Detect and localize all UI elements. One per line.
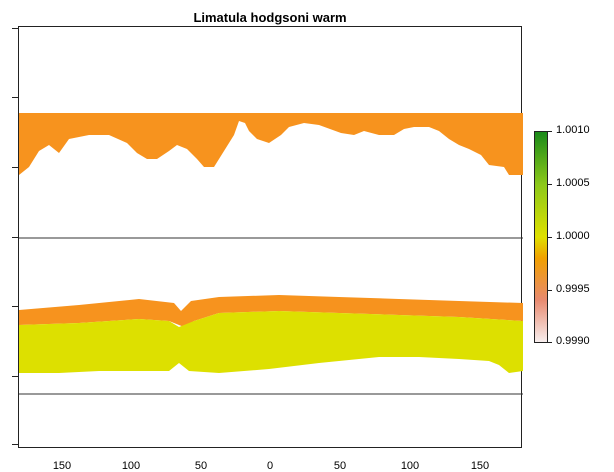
legend-tick — [548, 131, 552, 132]
legend-label: 0.9990 — [556, 335, 590, 347]
legend-label: 0.9995 — [556, 283, 590, 295]
north-suitability-band — [19, 113, 523, 175]
y-axis-tick — [0, 376, 18, 377]
x-tick-label: 150 — [470, 460, 490, 472]
south-suitability-band-core — [19, 311, 523, 373]
x-tick-label: 100 — [121, 460, 141, 472]
legend-label: 1.0000 — [556, 230, 590, 242]
y-axis-tick — [0, 28, 18, 29]
x-tick-label: 100 — [400, 460, 420, 472]
color-legend-bar — [534, 131, 548, 343]
y-axis-tick — [0, 444, 18, 445]
map-title: Limatula hodgsoni warm — [193, 10, 347, 25]
x-tick-label: 150 — [52, 460, 72, 472]
legend-label: 1.0005 — [556, 177, 590, 189]
legend-label: 1.0010 — [556, 124, 590, 136]
x-tick-label: 50 — [333, 460, 347, 472]
map-panel — [18, 26, 523, 448]
y-axis-tick — [0, 306, 18, 307]
y-axis-tick — [0, 237, 18, 238]
x-tick-label: 50 — [194, 460, 208, 472]
x-tick-label: 0 — [266, 460, 274, 472]
y-axis-tick — [0, 97, 18, 98]
legend-tick — [548, 290, 552, 291]
legend-tick — [548, 184, 552, 185]
map-layers — [19, 113, 523, 395]
y-axis-tick — [0, 167, 18, 168]
south-suitability-band-edge — [19, 295, 523, 327]
legend-tick — [548, 342, 552, 343]
legend-tick — [548, 237, 552, 238]
